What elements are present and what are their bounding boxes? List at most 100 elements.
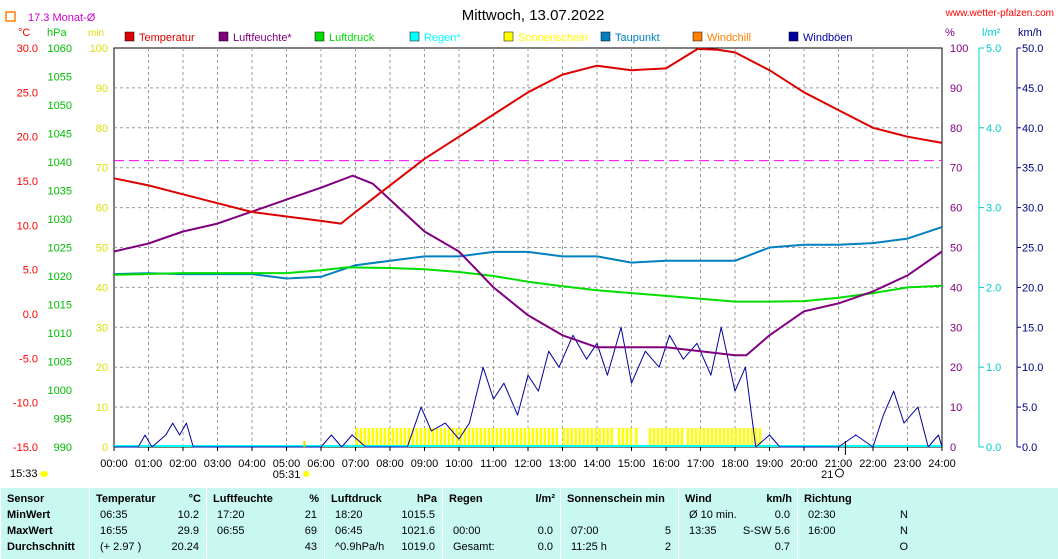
time-tick-label: 03:00 (204, 458, 232, 470)
sunshine-bar (379, 428, 382, 447)
legend-swatch (788, 31, 799, 42)
stats-time: 11:25 h (571, 541, 607, 553)
legend-swatch (124, 31, 135, 42)
sunshine-bar (746, 428, 750, 447)
time-tick-label: 01:00 (135, 458, 163, 470)
rain-tick-label: 1.0 (986, 362, 1001, 374)
stats-value: 0.7 (774, 541, 790, 553)
pressure-tick-label: 1030 (48, 214, 72, 226)
sunshine-bar (399, 428, 402, 447)
unit-pressure: hPa (47, 27, 67, 39)
sunshine-bar (543, 428, 546, 447)
pressure-tick-label: 1000 (48, 385, 72, 397)
pressure-tick-label: 1060 (48, 43, 72, 55)
sunshine-bar (598, 428, 601, 447)
sunshine-bar (383, 428, 386, 447)
sunshine-bar (423, 428, 426, 447)
moon-icon (40, 471, 48, 477)
temp-tick-label: 30.0 (17, 43, 38, 55)
minutes-tick-label: 10 (96, 402, 108, 414)
rain-tick-label: 3.0 (986, 203, 1001, 215)
chart-title: Mittwoch, 13.07.2022 (462, 7, 605, 24)
sunshine-bar (487, 428, 490, 447)
stats-time: (+ 2.97 ) (100, 541, 142, 553)
wind-tick-label: 10.0 (1022, 362, 1043, 374)
stats-time: 16:55 (100, 525, 128, 537)
stats-header: Richtung (804, 493, 852, 505)
sunshine-bar (734, 428, 738, 447)
sunshine-bar (439, 428, 442, 447)
time-tick-label: 15:00 (618, 458, 646, 470)
sunset-icon (834, 468, 844, 478)
percent-tick-label: 0 (950, 442, 956, 454)
unit-minutes: min (88, 28, 104, 39)
sunshine-bar (555, 428, 558, 447)
sunshine-bar (562, 428, 565, 447)
stats-value: 5 (664, 525, 671, 537)
legend-label: Taupunkt (615, 32, 660, 44)
stats-row-label: MaxWert (7, 525, 53, 537)
sunshine-bar (680, 428, 684, 447)
sunshine-bar (391, 428, 394, 447)
series-line-luftfeuchte (113, 174, 943, 357)
sunshine-bar (714, 428, 718, 447)
sunshine-bar (359, 428, 362, 447)
stats-time: 00:00 (453, 525, 481, 537)
stats-header: Sonnenschein min (567, 493, 665, 505)
time-tick-label: 09:00 (411, 458, 439, 470)
pressure-tick-label: 1045 (48, 129, 72, 141)
sunshine-bar (415, 428, 418, 447)
stats-header: Regen (449, 493, 483, 505)
time-tick-label: 12:00 (514, 458, 542, 470)
percent-tick-label: 90 (950, 83, 962, 95)
sunshine-bar (629, 428, 633, 447)
series-line-temperatur (113, 47, 943, 225)
pressure-tick-label: 1050 (48, 100, 72, 112)
sunshine-bar (419, 428, 422, 447)
sunshine-bar (726, 428, 730, 447)
sunshine-bar (602, 428, 605, 447)
pressure-tick-label: 995 (54, 414, 72, 426)
sunshine-bar (758, 428, 762, 447)
sunshine-bar (467, 428, 470, 447)
rain-tick-label: 5.0 (986, 43, 1001, 55)
legend-label: Windböen (803, 32, 853, 44)
minutes-tick-label: 100 (90, 43, 108, 55)
stats-unit: km/h (766, 493, 792, 505)
sunshine-bar (547, 428, 550, 447)
stats-time: 16:00 (808, 525, 836, 537)
sunshine-bar (730, 428, 734, 447)
temp-tick-label: 15.0 (17, 176, 38, 188)
legend-item: Windchill (692, 31, 751, 44)
website-link[interactable]: www.wetter-pfalzen.com (945, 8, 1054, 19)
temp-tick-label: 0.0 (23, 309, 38, 321)
wind-tick-label: 20.0 (1022, 282, 1043, 294)
sunshine-bar (447, 428, 450, 447)
percent-tick-label: 20 (950, 362, 962, 374)
sunshine-bar (621, 428, 625, 447)
time-tick-label: 02:00 (169, 458, 197, 470)
pressure-tick-label: 1005 (48, 357, 72, 369)
sunshine-bar (475, 428, 478, 447)
sunshine-bar (660, 428, 664, 447)
sunshine-bar (435, 428, 438, 447)
stats-value: 29.9 (177, 525, 199, 537)
stats-value: 20.24 (171, 541, 199, 553)
sunshine-bar (539, 428, 542, 447)
stats-value: S-SW 5.6 (742, 525, 790, 537)
stats-header: Luftfeuchte (213, 493, 273, 505)
time-tick-label: 05:00 (273, 458, 301, 470)
stats-value: 43 (304, 541, 317, 553)
legend-label: Regen* (424, 32, 461, 44)
sunshine-bar (403, 428, 406, 447)
sunset-time: 21 (821, 469, 833, 481)
sunshine-bar (668, 428, 672, 447)
stats-column-sensor: Sensor MinWert MaxWert Durchschnitt (0, 488, 90, 559)
wind-tick-label: 35.0 (1022, 163, 1043, 175)
minutes-tick-label: 50 (96, 243, 108, 255)
time-tick-label: 20:00 (790, 458, 818, 470)
legend-swatch (600, 31, 611, 42)
legend-swatch (218, 31, 229, 42)
stats-time: 06:35 (100, 509, 128, 521)
legend-item: Temperatur (124, 31, 195, 44)
